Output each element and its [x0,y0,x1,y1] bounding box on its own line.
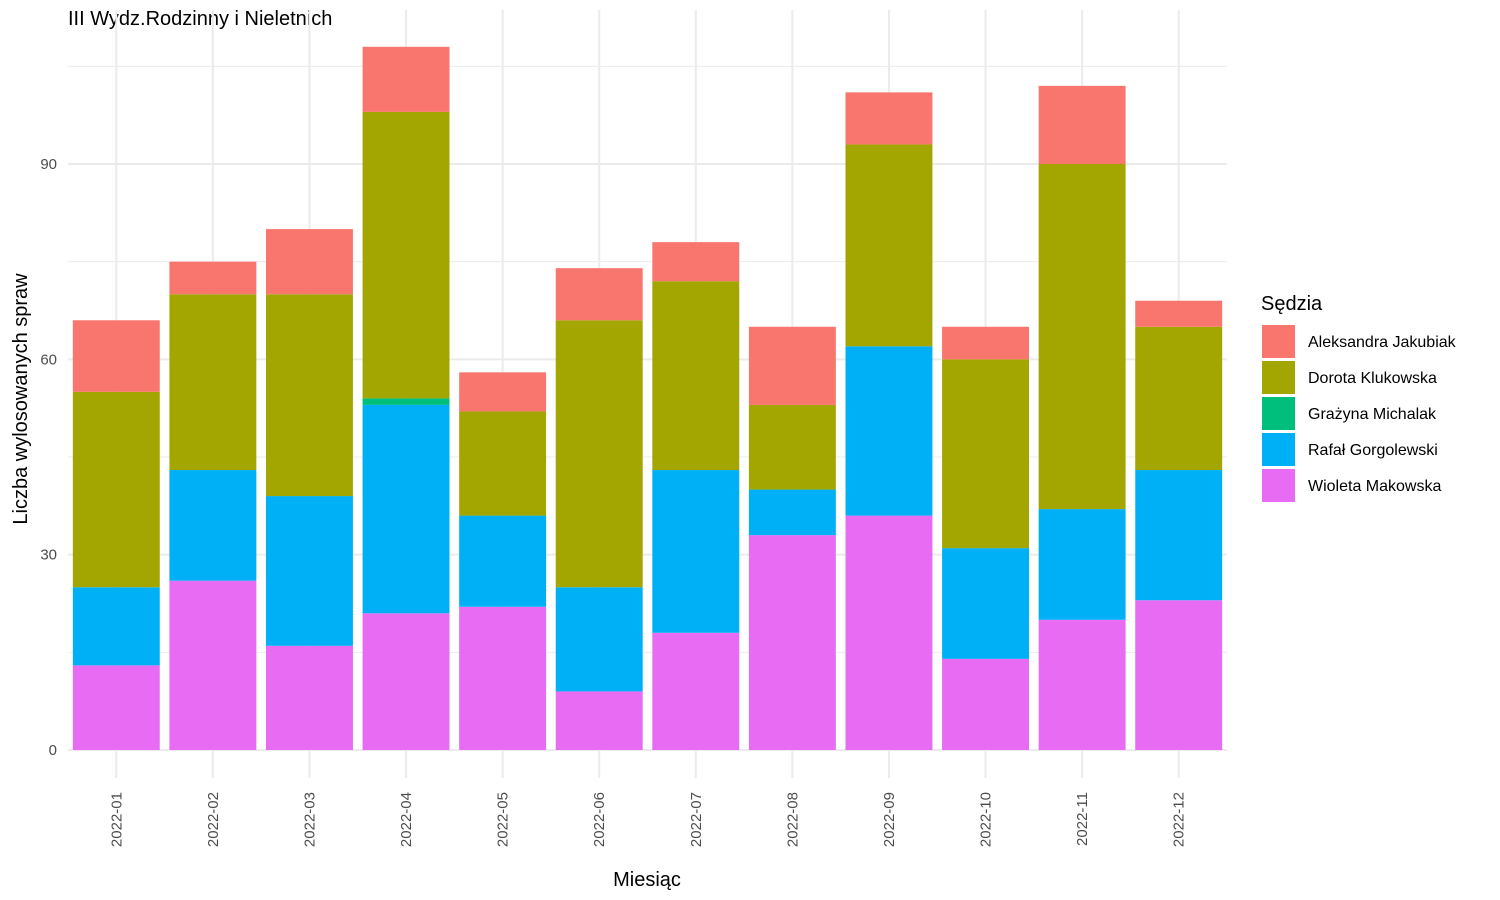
bar-segment-2022-02-wioleta-makowska [169,580,257,750]
chart-title: III Wydz.Rodzinny i Nieletnich [68,8,333,30]
legend-swatch [1262,397,1295,430]
bar-segment-2022-06-rafał-gorgolewski [555,587,643,692]
bar-segment-2022-10-rafał-gorgolewski [942,548,1030,659]
x-tick-label: 2022-05 [495,792,512,847]
bar-segment-2022-11-dorota-klukowska [1038,164,1126,510]
bar-segment-2022-09-rafał-gorgolewski [845,346,933,516]
y-tick-label: 90 [40,156,57,173]
legend-swatch [1262,433,1295,466]
bar-segment-2022-07-wioleta-makowska [652,632,740,750]
bar-segment-2022-10-aleksandra-jakubiak [942,326,1030,360]
bar-segment-2022-11-wioleta-makowska [1038,619,1126,750]
legend-swatch [1262,361,1295,394]
bar-segment-2022-05-dorota-klukowska [459,411,547,516]
bar-segment-2022-04-rafał-gorgolewski [362,404,450,614]
bar-segment-2022-09-wioleta-makowska [845,515,933,750]
x-tick-label: 2022-09 [881,792,898,847]
bar-segment-2022-03-aleksandra-jakubiak [265,229,353,295]
bar-segment-2022-04-wioleta-makowska [362,613,450,750]
x-tick-label: 2022-03 [301,792,318,847]
x-axis-label: Miesiąc [613,869,681,891]
bar-segment-2022-03-rafał-gorgolewski [265,496,353,646]
bar-segment-2022-06-dorota-klukowska [555,320,643,588]
x-tick-label: 2022-01 [108,792,125,847]
bar-segment-2022-02-dorota-klukowska [169,294,257,471]
bar-segment-2022-06-wioleta-makowska [555,691,643,750]
x-tick-label: 2022-04 [398,792,415,847]
legend-label: Aleksandra Jakubiak [1308,334,1457,351]
y-tick-label: 60 [40,351,57,368]
bar-segment-2022-12-wioleta-makowska [1135,600,1223,750]
legend-swatch [1262,469,1295,502]
bar-segment-2022-07-dorota-klukowska [652,281,740,471]
bar-segment-2022-04-grażyna-michalak [362,398,450,405]
legend: Sędzia Aleksandra Jakubiak Dorota Klukows… [1261,293,1457,502]
bar-segment-2022-07-rafał-gorgolewski [652,470,740,633]
bar-segment-2022-08-rafał-gorgolewski [748,489,836,536]
x-tick-label: 2022-12 [1171,792,1188,847]
y-tick-label: 30 [40,547,57,564]
legend-swatch [1262,325,1295,358]
bar-segment-2022-01-aleksandra-jakubiak [72,320,160,392]
y-axis-label: Liczba wylosowanych spraw [10,273,32,525]
bar-segment-2022-07-aleksandra-jakubiak [652,242,740,282]
bar-segment-2022-09-dorota-klukowska [845,144,933,347]
bar-segment-2022-04-aleksandra-jakubiak [362,46,450,112]
legend-label: Rafał Gorgolewski [1308,442,1438,459]
bar-segment-2022-05-aleksandra-jakubiak [459,372,547,412]
ticks-layer: 0 30 60 90 2022-01 2022-02 2022-03 2022-04 2022-… [40,156,1187,847]
bar-segment-2022-01-wioleta-makowska [72,665,160,750]
bar-segment-2022-02-rafał-gorgolewski [169,470,257,581]
bar-segment-2022-12-aleksandra-jakubiak [1135,300,1223,327]
x-tick-label: 2022-06 [591,792,608,847]
x-tick-label: 2022-02 [205,792,222,847]
bar-segment-2022-08-wioleta-makowska [748,535,836,750]
legend-title: Sędzia [1261,293,1323,315]
bar-segment-2022-09-aleksandra-jakubiak [845,92,933,145]
bar-segment-2022-01-dorota-klukowska [72,391,160,588]
legend-label: Dorota Klukowska [1308,370,1437,387]
bar-segment-2022-08-dorota-klukowska [748,404,836,490]
bar-segment-2022-10-wioleta-makowska [942,658,1030,750]
bar-segment-2022-04-dorota-klukowska [362,111,450,399]
bar-segment-2022-02-aleksandra-jakubiak [169,261,257,295]
bar-segment-2022-11-rafał-gorgolewski [1038,509,1126,620]
bar-segment-2022-01-rafał-gorgolewski [72,587,160,666]
x-tick-label: 2022-10 [978,792,995,847]
bar-segment-2022-10-dorota-klukowska [942,359,1030,549]
bars-layer [72,46,1223,750]
x-tick-label: 2022-07 [688,792,705,847]
bar-segment-2022-12-rafał-gorgolewski [1135,470,1223,601]
legend-label: Wioleta Makowska [1308,478,1441,495]
bar-segment-2022-03-dorota-klukowska [265,294,353,497]
bar-segment-2022-12-dorota-klukowska [1135,326,1223,471]
bar-segment-2022-05-wioleta-makowska [459,606,547,750]
y-tick-label: 0 [49,742,57,759]
x-tick-label: 2022-11 [1074,792,1091,846]
x-tick-label: 2022-08 [784,792,801,847]
bar-segment-2022-08-aleksandra-jakubiak [748,326,836,405]
bar-segment-2022-06-aleksandra-jakubiak [555,268,643,321]
legend-label: Grażyna Michalak [1308,406,1437,423]
bar-segment-2022-05-rafał-gorgolewski [459,515,547,607]
bar-segment-2022-03-wioleta-makowska [265,645,353,750]
bar-segment-2022-11-aleksandra-jakubiak [1038,85,1126,164]
